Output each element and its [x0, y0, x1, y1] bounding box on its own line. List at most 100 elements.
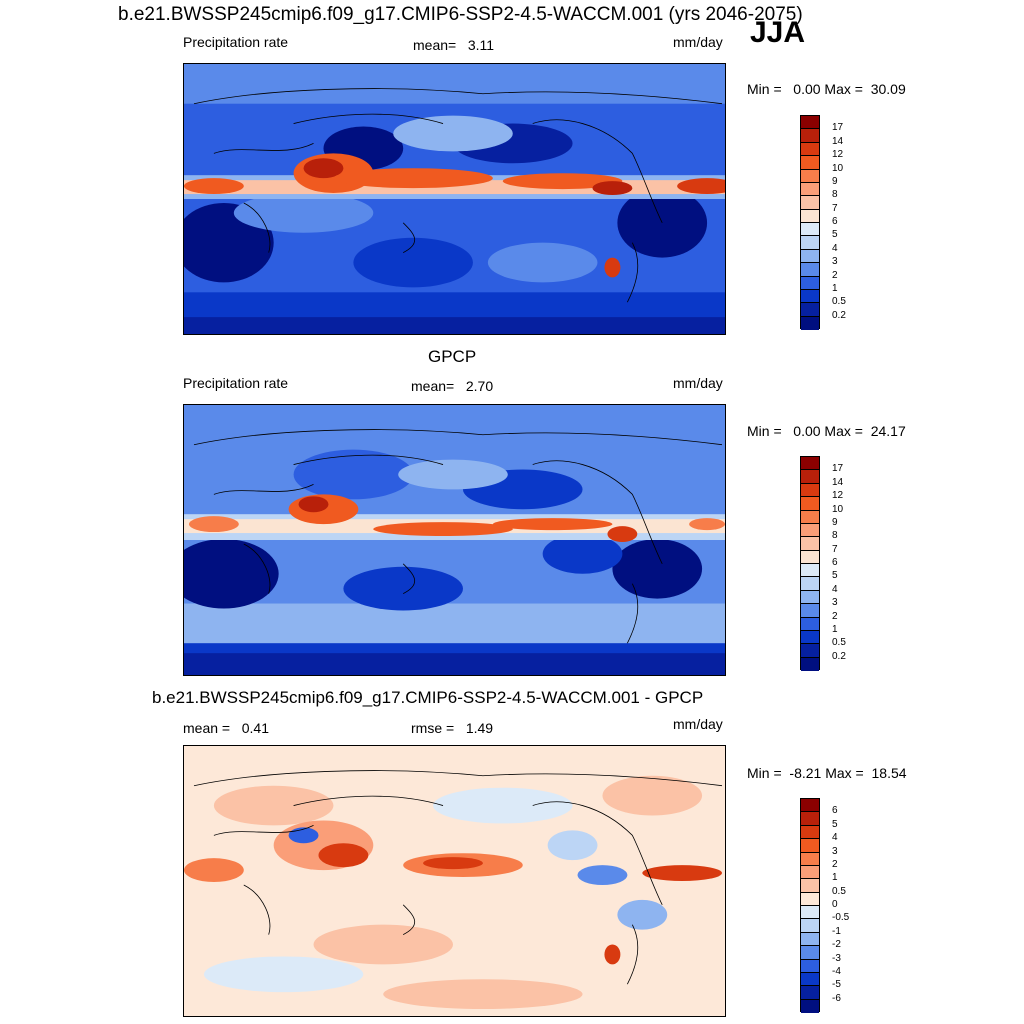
colorbar-swatch: [801, 577, 819, 591]
colorbar-swatch: [801, 799, 819, 813]
colorbar-swatch: [801, 196, 819, 210]
season-label: JJA: [750, 16, 806, 49]
colorbar-label: -5: [832, 979, 841, 991]
colorbar-swatch: [801, 209, 819, 223]
panel3-colorbar: [800, 798, 820, 1013]
panel1-left-label: Precipitation rate: [183, 34, 289, 50]
colorbar-swatch: [801, 657, 819, 671]
colorbar-swatch: [801, 236, 819, 250]
colorbar-swatch: [801, 457, 819, 471]
colorbar-label: 0.2: [832, 650, 846, 662]
colorbar-swatch: [801, 604, 819, 618]
colorbar-label: 8: [832, 189, 838, 201]
colorbar-label: 14: [832, 476, 844, 488]
colorbar-label: 3: [832, 845, 838, 857]
colorbar-label: 5: [832, 570, 838, 582]
colorbar-label: 12: [832, 490, 844, 502]
panel1-title: b.e21.BWSSP245cmip6.f09_g17.CMIP6-SSP2-4…: [118, 4, 803, 25]
colorbar-label: -2: [832, 939, 841, 951]
colorbar-label: 1: [832, 282, 838, 294]
colorbar-swatch: [801, 169, 819, 183]
colorbar-swatch: [801, 156, 819, 170]
colorbar-label: 5: [832, 229, 838, 241]
colorbar-label: 12: [832, 149, 844, 161]
colorbar-swatch: [801, 892, 819, 906]
colorbar-swatch: [801, 510, 819, 524]
colorbar-swatch: [801, 946, 819, 960]
colorbar-label: -0.5: [832, 912, 850, 924]
colorbar-swatch: [801, 644, 819, 658]
colorbar-swatch: [801, 812, 819, 826]
colorbar-label: 10: [832, 162, 844, 174]
colorbar-swatch: [801, 852, 819, 866]
colorbar-swatch: [801, 865, 819, 880]
panel1-colorbar: [800, 115, 820, 330]
colorbar-label: 0.5: [832, 637, 846, 649]
colorbar-swatch: [801, 289, 819, 304]
colorbar-label: 2: [832, 858, 838, 870]
model-precip-map: [183, 63, 726, 335]
colorbar-swatch: [801, 116, 819, 130]
colorbar-label: 0.2: [832, 309, 846, 321]
panel2-left-label: Precipitation rate: [183, 375, 289, 391]
colorbar-label: 14: [832, 135, 844, 147]
colorbar-swatch: [801, 303, 819, 317]
colorbar-label: 0: [832, 899, 838, 910]
panel3-minmax: Min = -8.21 Max = 18.54: [747, 765, 907, 781]
colorbar-swatch: [801, 564, 819, 578]
colorbar-label: 1: [832, 623, 838, 635]
colorbar-swatch: [801, 919, 819, 933]
panel1-units-label: mm/day: [673, 34, 723, 50]
panel2-units-label: mm/day: [673, 375, 723, 391]
colorbar-swatch: [801, 959, 819, 973]
colorbar-swatch: [801, 129, 819, 143]
colorbar-swatch: [801, 249, 819, 264]
panel2-colorbar: [800, 456, 820, 671]
colorbar-label: 3: [832, 256, 838, 268]
colorbar-label: 6: [832, 216, 838, 227]
colorbar-swatch: [801, 316, 819, 330]
colorbar-label: 5: [832, 818, 838, 830]
colorbar-label: 10: [832, 503, 844, 515]
colorbar-swatch: [801, 630, 819, 645]
colorbar-swatch: [801, 590, 819, 605]
panel1-minmax: Min = 0.00 Max = 30.09: [747, 81, 906, 97]
colorbar-label: -6: [832, 992, 841, 1004]
colorbar-swatch: [801, 550, 819, 564]
colorbar-label: 9: [832, 516, 838, 528]
colorbar-swatch: [801, 142, 819, 157]
colorbar-label: 0.5: [832, 885, 846, 897]
panel2-mean-label: mean= 2.70: [411, 378, 494, 394]
colorbar-swatch: [801, 999, 819, 1013]
colorbar-label: 7: [832, 543, 838, 555]
colorbar-label: -1: [832, 925, 841, 937]
colorbar-swatch: [801, 470, 819, 484]
colorbar-label: 1: [832, 872, 838, 884]
difference-map: [183, 745, 726, 1017]
colorbar-label: -4: [832, 965, 841, 977]
colorbar-swatch: [801, 182, 819, 197]
colorbar-label: 6: [832, 557, 838, 568]
colorbar-swatch: [801, 879, 819, 893]
colorbar-swatch: [801, 523, 819, 538]
colorbar-swatch: [801, 825, 819, 840]
colorbar-label: 4: [832, 242, 838, 254]
colorbar-label: 17: [832, 122, 844, 134]
colorbar-swatch: [801, 906, 819, 920]
colorbar-label: 8: [832, 530, 838, 542]
colorbar-label: 4: [832, 583, 838, 595]
colorbar-swatch: [801, 263, 819, 277]
colorbar-label: -3: [832, 952, 841, 964]
colorbar-swatch: [801, 497, 819, 511]
panel2-title: GPCP: [428, 347, 477, 366]
panel3-units-label: mm/day: [673, 716, 723, 732]
colorbar-label: 2: [832, 610, 838, 622]
colorbar-swatch: [801, 839, 819, 853]
colorbar-label: 6: [832, 805, 838, 817]
panel2-minmax: Min = 0.00 Max = 24.17: [747, 423, 906, 439]
colorbar-swatch: [801, 932, 819, 947]
colorbar-label: 0.5: [832, 296, 846, 308]
panel1-mean-label: mean= 3.11: [413, 37, 495, 53]
panel3-rmse-label: rmse = 1.49: [411, 720, 494, 736]
colorbar-swatch: [801, 276, 819, 290]
